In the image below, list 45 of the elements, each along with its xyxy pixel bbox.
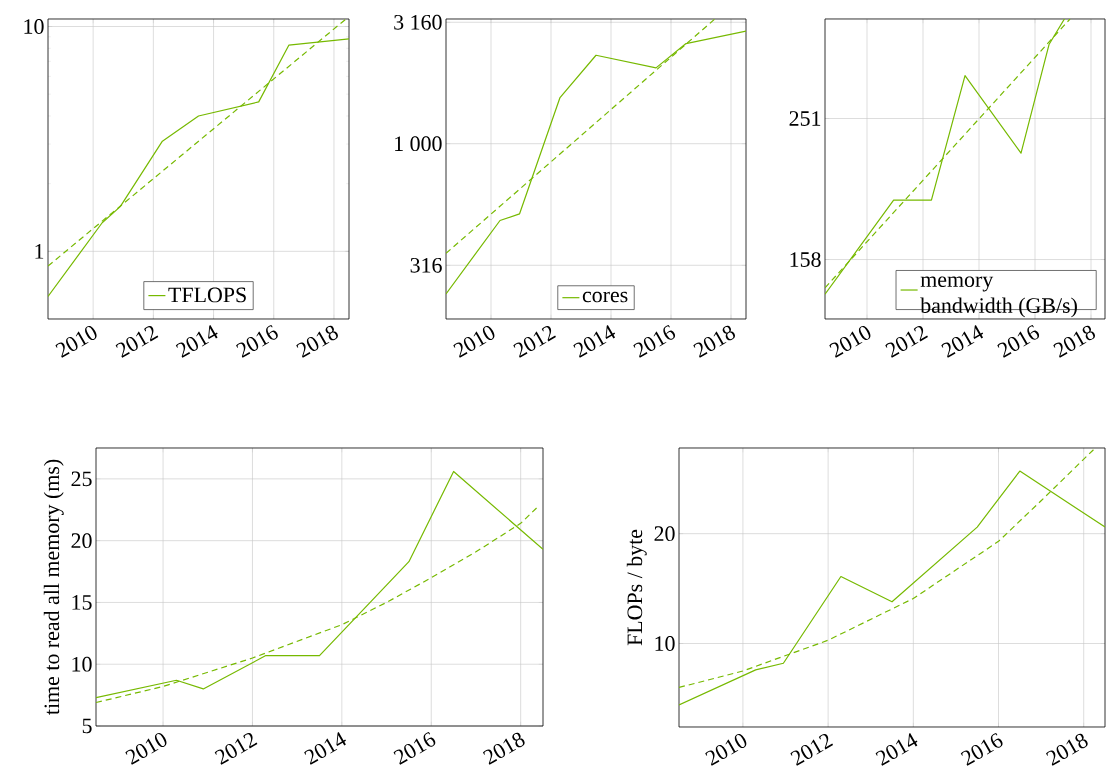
y-axis-title: FLOPs / byte: [626, 529, 647, 646]
x-tick-label: 2018: [1045, 733, 1088, 766]
x-tick-label: 2018: [693, 325, 736, 358]
y-tick-label: 1: [35, 244, 44, 259]
y-tick-label: 158: [790, 252, 821, 267]
x-tick-label: 2014: [875, 733, 918, 766]
x-tick-label: 2014: [941, 325, 984, 358]
x-tick-label: 2016: [393, 731, 436, 765]
x-tick-label: 2018: [482, 732, 525, 765]
x-tick-label: 2010: [125, 732, 167, 765]
legend-label: memory bandwidth (GB/s): [920, 276, 1077, 318]
x-tick-label: 2010: [829, 325, 871, 358]
x-tick-label: 2016: [960, 732, 1003, 766]
y-tick-label: 20: [654, 526, 675, 542]
y-tick-label: 251: [789, 111, 821, 126]
line-series: [96, 470, 543, 699]
y-tick-label: 5: [82, 718, 92, 734]
x-tick-label: 2010: [55, 325, 97, 358]
legend-label: TFLOPS: [168, 287, 246, 303]
x-tick-label: 2014: [304, 732, 346, 765]
legend-label: cores: [582, 291, 628, 303]
x-tick-label: 2010: [705, 733, 747, 766]
x-tick-label: 2014: [573, 325, 616, 358]
y-tick-label: 3 160: [394, 14, 442, 30]
x-tick-label: 2012: [214, 733, 258, 765]
x-tick-label: 2012: [513, 325, 556, 358]
x-tick-label: 2016: [236, 324, 278, 358]
x-tick-label: 2018: [296, 325, 338, 358]
y-tick-label: 1 000: [395, 136, 442, 152]
x-tick-label: 2010: [453, 325, 495, 358]
x-tick-label: 2014: [175, 325, 218, 358]
x-tick-label: 2018: [1053, 325, 1096, 358]
y-tick-label: 15: [72, 595, 92, 610]
y-axis-title: time to read all memory (ms): [43, 459, 64, 715]
y-tick-label: 25: [71, 471, 92, 487]
x-tick-label: 2012: [115, 326, 159, 358]
x-tick-label: 2016: [997, 324, 1040, 358]
x-tick-label: 2012: [885, 325, 928, 358]
y-tick-label: 316: [410, 257, 442, 273]
y-tick-label: 10: [655, 636, 675, 651]
y-tick-label: 20: [71, 533, 92, 549]
y-tick-label: 10: [72, 656, 92, 672]
x-tick-label: 2012: [790, 734, 834, 766]
y-tick-label: 10: [24, 19, 44, 34]
x-tick-label: 2016: [633, 324, 676, 358]
